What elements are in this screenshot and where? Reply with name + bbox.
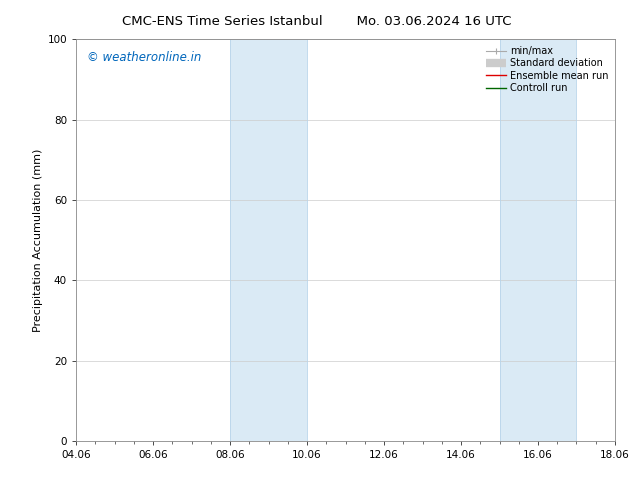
- Bar: [500, 39, 576, 441]
- Y-axis label: Precipitation Accumulation (mm): Precipitation Accumulation (mm): [33, 148, 43, 332]
- Bar: [230, 39, 307, 441]
- Legend: min/max, Standard deviation, Ensemble mean run, Controll run: min/max, Standard deviation, Ensemble me…: [484, 44, 610, 95]
- Text: © weatheronline.in: © weatheronline.in: [87, 51, 201, 64]
- Text: CMC-ENS Time Series Istanbul        Mo. 03.06.2024 16 UTC: CMC-ENS Time Series Istanbul Mo. 03.06.2…: [122, 15, 512, 28]
